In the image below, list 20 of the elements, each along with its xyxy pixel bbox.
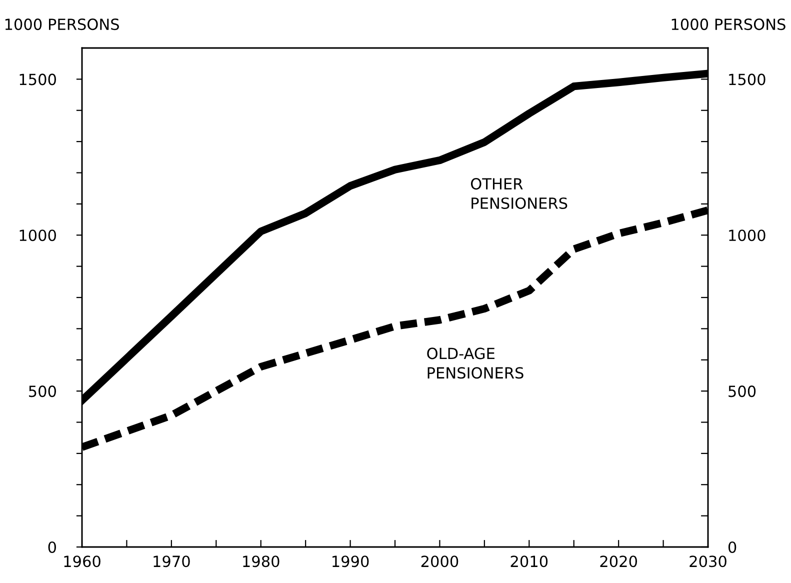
y2-tick-label: 1000	[729, 230, 766, 242]
y-tick-label: 1500	[20, 74, 56, 86]
x-tick-label: 2020	[600, 556, 637, 568]
series-label: OTHER PENSIONERS	[470, 178, 568, 209]
y2-axis-title: 1000 PERSONS	[672, 18, 786, 30]
y2-tick-label: 500	[728, 386, 756, 398]
y2-tick-label: 1500	[729, 74, 766, 86]
y-tick-label: 1000	[20, 230, 56, 242]
x-tick-label: 1990	[332, 556, 369, 568]
x-tick-label: 1970	[154, 556, 190, 568]
y-axis-title: 1000 PERSONS	[5, 18, 119, 30]
x-tick-label: 2030	[690, 556, 726, 568]
x-tick-label: 2000	[421, 556, 458, 568]
y2-tick-label: 0	[728, 541, 736, 554]
y-tick-label: 500	[29, 386, 56, 398]
x-tick-label: 1980	[243, 556, 280, 568]
y-tick-label: 0	[48, 541, 56, 554]
series-label: OLD-AGE PENSIONERS	[427, 348, 524, 379]
x-tick-label: 1960	[64, 556, 100, 568]
x-tick-label: 2010	[510, 556, 548, 568]
